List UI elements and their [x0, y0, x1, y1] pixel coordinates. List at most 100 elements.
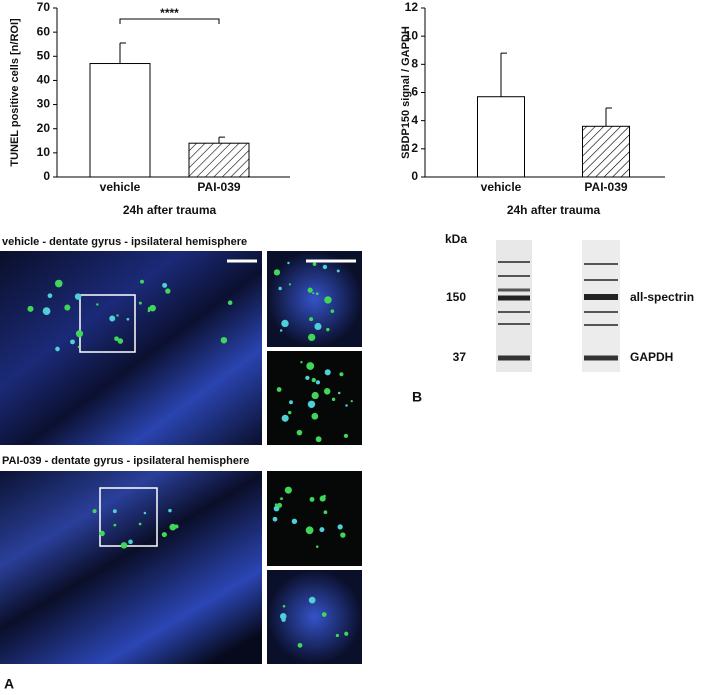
cell	[77, 345, 80, 348]
cell	[314, 322, 322, 330]
bar	[582, 125, 630, 178]
cell	[306, 362, 315, 370]
cell	[161, 532, 167, 538]
y-tick-label: 12	[405, 0, 419, 14]
cell	[128, 539, 133, 545]
cell	[315, 545, 319, 548]
cell	[331, 397, 336, 402]
cell	[289, 400, 293, 405]
cell	[140, 279, 144, 284]
x-tick-label: PAI-039	[197, 180, 240, 194]
cell	[279, 329, 283, 332]
band-label: GAPDH	[630, 350, 673, 364]
cell	[168, 508, 172, 513]
cell	[113, 523, 117, 527]
cell	[323, 510, 328, 515]
error-bar	[218, 136, 225, 144]
micrographs	[0, 251, 362, 664]
cell	[330, 309, 335, 313]
cell	[296, 429, 303, 436]
cell	[282, 604, 286, 608]
cell	[311, 412, 319, 420]
cell	[345, 404, 348, 407]
x-tick-label: vehicle	[481, 180, 522, 194]
y-tick-label: 0	[411, 169, 418, 183]
cell	[109, 315, 116, 322]
cell	[281, 319, 289, 328]
cell	[47, 293, 53, 299]
cell	[321, 612, 327, 617]
cell	[278, 286, 282, 291]
cell	[279, 613, 287, 620]
y-tick-label: 60	[37, 24, 51, 38]
cell	[309, 496, 315, 502]
cell	[305, 526, 314, 535]
cell	[174, 524, 179, 529]
cell	[343, 433, 349, 438]
cell	[337, 391, 341, 395]
cell	[326, 327, 330, 332]
cell	[288, 410, 292, 415]
bar	[89, 63, 151, 178]
cell	[315, 436, 322, 443]
cell	[291, 518, 298, 525]
cell	[75, 330, 84, 338]
y-tick-label: 4	[411, 113, 418, 127]
cell	[126, 317, 130, 321]
cell	[227, 300, 233, 306]
cell	[64, 304, 71, 311]
western-blot	[496, 240, 620, 372]
y-tick-label: 0	[43, 169, 50, 183]
cell	[315, 292, 319, 296]
cell	[308, 596, 316, 604]
cell	[120, 542, 128, 549]
x-axis-label: 24h after trauma	[123, 203, 217, 217]
cell	[117, 338, 124, 344]
cell	[335, 633, 340, 638]
cell	[165, 288, 171, 294]
band-label: all-spectrin	[630, 290, 694, 304]
x-tick-label: PAI-039	[584, 180, 627, 194]
cell	[312, 262, 317, 267]
cell	[340, 532, 346, 538]
panel-title: PAI-039 - dentate gyrus - ipsilateral he…	[2, 455, 249, 467]
cell	[312, 292, 315, 295]
cell	[70, 339, 75, 345]
cell	[220, 336, 228, 344]
marker-label: 37	[453, 350, 467, 364]
significance-bracket	[119, 18, 220, 24]
blot-unit: kDa	[445, 232, 467, 246]
cell	[311, 377, 316, 383]
cell	[138, 522, 142, 526]
cell	[54, 279, 63, 288]
cell	[277, 502, 283, 508]
cell	[323, 388, 331, 395]
cell	[315, 380, 320, 385]
cell	[322, 264, 328, 270]
y-tick-label: 10	[405, 28, 419, 42]
cell	[336, 269, 340, 273]
panel-title: vehicle - dentate gyrus - ipsilateral he…	[2, 236, 247, 248]
cell	[99, 530, 105, 537]
cell	[307, 287, 313, 293]
cell	[74, 293, 82, 300]
cell	[309, 317, 314, 322]
y-tick-label: 2	[411, 141, 418, 155]
marker-label: 150	[446, 290, 466, 304]
cell	[96, 303, 99, 306]
x-tick-label: vehicle	[100, 180, 141, 194]
cell	[274, 503, 278, 507]
cell	[287, 261, 290, 265]
cell	[138, 301, 142, 305]
cell	[337, 524, 343, 530]
cell	[55, 346, 60, 352]
cell	[324, 369, 331, 376]
y-tick-label: 8	[411, 57, 418, 71]
cell	[114, 336, 119, 342]
x-axis-label: 24h after trauma	[507, 203, 601, 217]
bar	[477, 96, 525, 178]
y-axis-label: SBDP150 signal / GAPDH	[400, 26, 412, 159]
cell	[307, 400, 316, 408]
error-bar	[605, 107, 612, 127]
